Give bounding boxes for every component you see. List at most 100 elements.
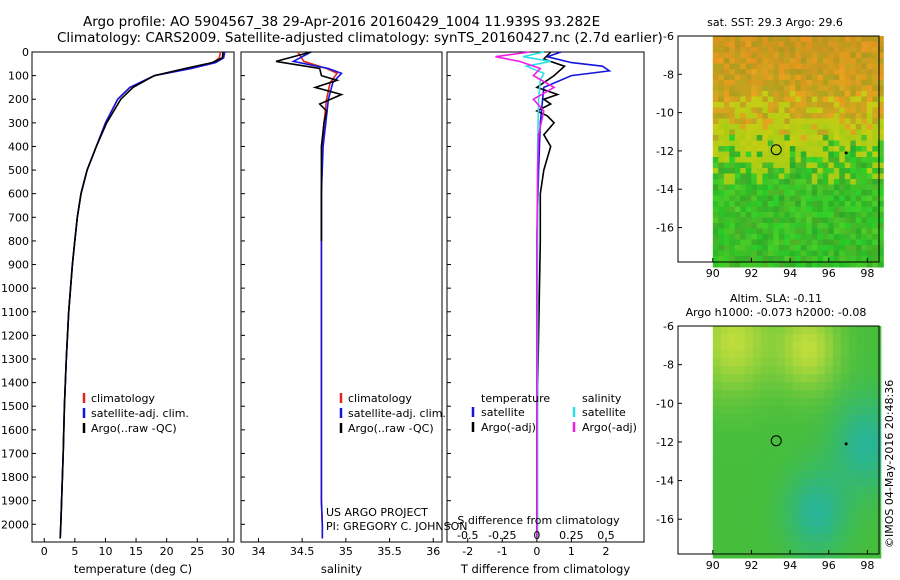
- map-cell: [767, 47, 774, 53]
- map-cell: [728, 398, 738, 407]
- map-cell: [789, 102, 796, 108]
- map-cell: [844, 223, 851, 229]
- map-cell: [855, 179, 862, 185]
- map-cell: [795, 217, 802, 224]
- map-cell: [712, 398, 722, 407]
- map-cell: [866, 173, 873, 180]
- map-cell: [740, 124, 747, 130]
- map-cell: [816, 502, 826, 511]
- map-cell: [751, 179, 758, 185]
- map-cell: [718, 250, 725, 257]
- map-cell: [832, 526, 842, 535]
- map-cell: [855, 85, 862, 92]
- map-cell: [784, 168, 791, 174]
- map-cell: [751, 206, 758, 213]
- map-cell: [712, 228, 719, 235]
- map-cell: [817, 80, 824, 86]
- map-cell: [832, 462, 842, 471]
- map-cell: [840, 486, 850, 495]
- map-cell: [756, 124, 763, 130]
- map-cell: [795, 135, 802, 141]
- map-cell: [712, 358, 722, 367]
- map-cell: [822, 107, 829, 114]
- map-cell: [822, 261, 829, 268]
- map-y-tick-label: -10: [656, 397, 674, 410]
- map-cell: [872, 228, 879, 235]
- map-cell: [760, 486, 770, 495]
- map-cell: [720, 470, 730, 479]
- map-cell: [808, 390, 818, 399]
- map-cell: [800, 486, 810, 495]
- map-cell: [734, 63, 741, 70]
- map-cell: [745, 80, 752, 86]
- map-cell: [808, 430, 818, 439]
- map-cell: [792, 446, 802, 455]
- map-cell: [800, 96, 807, 103]
- map-cell: [800, 446, 810, 455]
- map-cell: [740, 201, 747, 207]
- map-cell: [718, 151, 725, 158]
- map-cell: [816, 326, 826, 335]
- map-cell: [773, 74, 780, 81]
- map-cell: [767, 179, 774, 185]
- map-cell: [773, 102, 780, 108]
- map-cell: [806, 239, 813, 246]
- map-cell: [745, 41, 752, 48]
- map-cell: [792, 462, 802, 471]
- map-cell: [817, 223, 824, 229]
- map-cell: [816, 478, 826, 487]
- map-cell: [744, 414, 754, 423]
- x-tick-label: 36: [426, 545, 440, 558]
- map-cell: [740, 173, 747, 180]
- map-cell: [744, 526, 754, 535]
- map-cell: [800, 534, 810, 543]
- map-cell: [712, 518, 722, 527]
- map-cell: [745, 201, 752, 207]
- map-cell: [784, 406, 794, 415]
- map-cell: [850, 74, 857, 81]
- map-cell: [840, 350, 850, 359]
- map-cell: [839, 190, 846, 196]
- map-cell: [723, 85, 730, 92]
- map-cell: [811, 41, 818, 48]
- map-cell: [811, 239, 818, 246]
- map-cell: [720, 502, 730, 511]
- map-cell: [822, 201, 829, 207]
- y-tick-label: 1300: [1, 353, 29, 366]
- map-cell: [789, 162, 796, 169]
- map-cell: [723, 201, 730, 207]
- map-x-tick-label: 96: [822, 267, 836, 280]
- map-cell: [740, 168, 747, 174]
- map-cell: [712, 366, 722, 375]
- map-cell: [756, 113, 763, 119]
- map-cell: [767, 80, 774, 86]
- map-cell: [872, 41, 879, 48]
- map-cell: [840, 422, 850, 431]
- map-cell: [861, 212, 868, 218]
- map-cell: [728, 462, 738, 471]
- map-cell: [745, 47, 752, 53]
- map-cell: [776, 406, 786, 415]
- map-cell: [806, 96, 813, 103]
- map-cell: [789, 223, 796, 229]
- map-cell: [872, 446, 882, 455]
- map-cell: [712, 446, 722, 455]
- map-cell: [729, 140, 736, 147]
- map-cell: [861, 107, 868, 114]
- map-cell: [800, 261, 807, 268]
- map-cell: [729, 91, 736, 97]
- map-cell: [767, 206, 774, 213]
- map-cell: [832, 430, 842, 439]
- map-cell: [864, 374, 874, 383]
- map-cell: [734, 80, 741, 86]
- map-cell: [855, 129, 862, 136]
- map-cell: [833, 107, 840, 114]
- map-cell: [811, 135, 818, 141]
- map-cell: [773, 157, 780, 163]
- map-cell: [712, 173, 719, 180]
- map-cell: [800, 256, 807, 262]
- map-cell: [728, 518, 738, 527]
- map-cell: [752, 358, 762, 367]
- map-cell: [844, 52, 851, 59]
- map-cell: [795, 124, 802, 130]
